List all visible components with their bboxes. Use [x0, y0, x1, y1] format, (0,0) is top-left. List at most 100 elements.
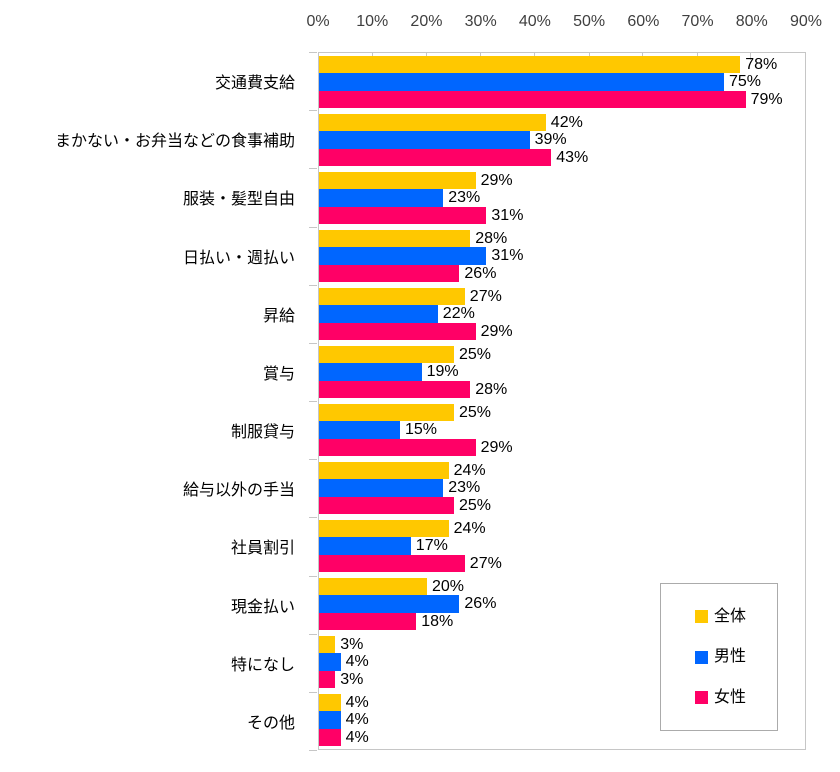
- bar-全体: 20%: [319, 577, 464, 596]
- bar-女性: 27%: [319, 554, 502, 573]
- x-axis: 0% 10% 20% 30% 40% 50% 60% 70% 80% 90%: [0, 11, 840, 33]
- value-label: 29%: [480, 322, 513, 340]
- value-label: 4%: [345, 653, 369, 670]
- bar-group: 27% 22% 29%: [319, 285, 805, 343]
- bar-全体: 78%: [319, 55, 777, 74]
- category-label: 社員割引: [230, 540, 295, 558]
- value-label: 22%: [442, 305, 475, 322]
- bar-全体: 42%: [319, 113, 583, 132]
- value-label: 23%: [448, 189, 481, 206]
- bar-男性: 4%: [319, 653, 369, 671]
- plot-area: 78% 75% 79% 42% 39% 43% 29% 23% 31% 28% 31% 26% 27% 2…: [318, 52, 806, 750]
- legend-label: 全体: [714, 607, 747, 625]
- value-label: 26%: [464, 595, 497, 612]
- category-label: 日払い・週払い: [182, 249, 295, 267]
- x-tick-label: 30%: [464, 13, 497, 30]
- bar-group: 28% 31% 26%: [319, 227, 805, 285]
- category-tick: [309, 459, 317, 460]
- value-label: 29%: [480, 438, 513, 456]
- bar-group: 24% 23% 25%: [319, 459, 805, 517]
- bar-group: 78% 75% 79%: [319, 53, 805, 111]
- bar-全体: 25%: [319, 345, 491, 364]
- bar-女性: 4%: [319, 728, 369, 747]
- value-label: 28%: [475, 380, 508, 398]
- value-label: 29%: [480, 171, 513, 189]
- bar-女性: 26%: [319, 264, 496, 283]
- value-label: 39%: [534, 131, 567, 148]
- value-label: 3%: [340, 670, 364, 688]
- bar-全体: 25%: [319, 403, 491, 422]
- bar-男性: 17%: [319, 537, 448, 555]
- category-tick: [309, 110, 317, 111]
- bar-group: 24% 17% 27%: [319, 517, 805, 575]
- legend-label: 男性: [714, 648, 747, 665]
- bar-全体: 29%: [319, 171, 513, 190]
- bar-男性: 23%: [319, 189, 480, 207]
- value-label: 18%: [421, 612, 454, 630]
- legend-item: 女性: [695, 688, 777, 706]
- category-label: 昇給: [262, 307, 295, 325]
- x-tick-label: 60%: [627, 13, 660, 30]
- category-tick: [309, 285, 317, 286]
- bar-男性: 39%: [319, 131, 567, 149]
- x-tick-label: 90%: [789, 13, 823, 30]
- value-label: 23%: [448, 479, 481, 496]
- category-tick: [309, 750, 317, 751]
- value-label: 4%: [345, 693, 369, 711]
- x-tick-label: 40%: [518, 13, 551, 30]
- legend-swatch-icon: [695, 650, 708, 664]
- category-label: 現金払い: [230, 598, 295, 616]
- value-label: 27%: [469, 554, 502, 572]
- bar-男性: 75%: [319, 73, 761, 91]
- x-tick-label: 80%: [735, 13, 768, 30]
- legend-swatch-icon: [695, 691, 708, 704]
- bar-女性: 29%: [319, 438, 513, 457]
- value-label: 4%: [345, 711, 369, 728]
- bar-group: 25% 19% 28%: [319, 343, 805, 401]
- x-tick-label: 50%: [573, 13, 606, 30]
- legend-label: 女性: [714, 688, 747, 706]
- bar-女性: 43%: [319, 148, 588, 167]
- value-label: 78%: [745, 55, 778, 73]
- bar-全体: 27%: [319, 287, 502, 306]
- bar-全体: 28%: [319, 229, 507, 248]
- bar-全体: 24%: [319, 519, 486, 538]
- category-label: その他: [246, 714, 295, 732]
- value-label: 24%: [453, 519, 486, 537]
- category-tick: [309, 576, 317, 577]
- bar-男性: 22%: [319, 305, 475, 323]
- value-label: 3%: [340, 635, 364, 653]
- bar-男性: 26%: [319, 595, 496, 613]
- category-tick: [309, 634, 317, 635]
- bar-男性: 4%: [319, 711, 369, 729]
- value-label: 26%: [464, 264, 497, 282]
- value-label: 42%: [550, 113, 583, 131]
- bar-男性: 31%: [319, 247, 523, 265]
- value-tick: [750, 53, 752, 60]
- x-tick-label: 70%: [681, 13, 714, 30]
- value-label: 15%: [404, 421, 438, 438]
- bar-group: 42% 39% 43%: [319, 111, 805, 169]
- value-label: 31%: [491, 247, 524, 264]
- value-label: 79%: [750, 90, 783, 108]
- category-label: 特になし: [230, 656, 295, 674]
- value-label: 17%: [415, 537, 448, 554]
- bar-全体: 3%: [319, 635, 363, 654]
- category-tick: [309, 227, 317, 228]
- category-tick: [309, 52, 317, 53]
- value-label: 19%: [426, 363, 459, 380]
- value-label: 20%: [432, 577, 465, 595]
- legend-swatch-icon: [695, 610, 708, 623]
- bar-女性: 25%: [319, 496, 491, 515]
- bar-男性: 15%: [319, 421, 437, 439]
- legend: 全体 男性 女性: [660, 583, 778, 731]
- category-label: まかない・お弁当などの食事補助: [54, 133, 295, 151]
- value-label: 25%: [459, 496, 492, 514]
- bar-group: 25% 15% 29%: [319, 401, 805, 459]
- value-label: 31%: [491, 206, 524, 224]
- bar-女性: 18%: [319, 612, 453, 631]
- value-label: 75%: [729, 73, 762, 90]
- bar-女性: 31%: [319, 206, 523, 225]
- bar-group: 29% 23% 31%: [319, 169, 805, 227]
- category-label: 制服貸与: [230, 424, 295, 442]
